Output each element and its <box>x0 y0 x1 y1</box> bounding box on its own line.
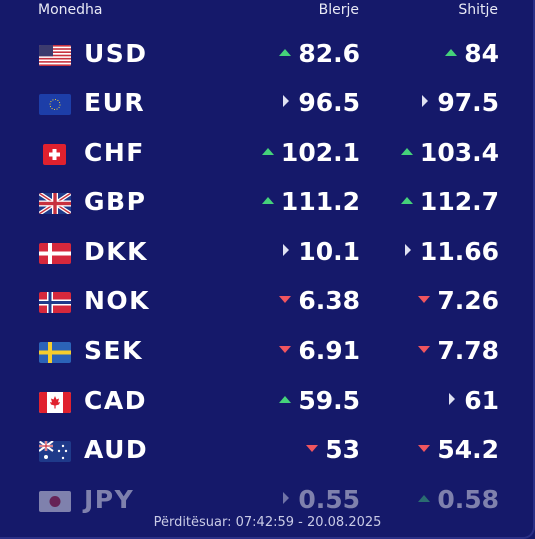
au-flag-icon <box>39 441 71 462</box>
trend-up-icon <box>261 147 274 155</box>
buy-rate: 6.38 <box>279 286 360 315</box>
buy-rate: 59.5 <box>279 386 360 415</box>
currency-code: DKK <box>84 237 148 266</box>
currency-code: USD <box>84 39 148 68</box>
currency-code: SEK <box>84 336 143 365</box>
currency-code: AUD <box>84 435 149 464</box>
sell-rate: 61 <box>449 386 499 415</box>
gb-flag-icon <box>39 193 71 214</box>
trend-same-icon <box>449 393 456 405</box>
rate-row-cad: CAD 59.5 61 <box>0 378 533 428</box>
trend-down-icon <box>306 444 319 452</box>
header-currency: Monedha <box>38 2 103 18</box>
se-flag-icon <box>39 342 71 363</box>
trend-same-icon <box>283 95 290 107</box>
rate-row-nok: NOK 6.38 7.26 <box>0 278 533 328</box>
rate-row-dkk: DKK 10.1 11.66 <box>0 229 533 279</box>
currency-code: CAD <box>84 386 147 415</box>
sell-rate: 54.2 <box>418 435 499 464</box>
sell-rate: 84 <box>445 39 499 68</box>
buy-rate: 10.1 <box>283 237 360 266</box>
buy-rate: 53 <box>306 435 360 464</box>
table-header: Monedha Blerje Shitje <box>0 0 533 24</box>
buy-rate: 82.6 <box>279 39 360 68</box>
rate-row-jpy: JPY 0.55 0.58 <box>0 477 533 527</box>
trend-up-icon <box>261 196 274 204</box>
sell-rate: 0.58 <box>418 485 499 514</box>
buy-rate: 111.2 <box>261 187 360 216</box>
currency-code: NOK <box>84 286 151 315</box>
ca-flag-icon <box>39 392 71 413</box>
sell-rate: 103.4 <box>400 138 499 167</box>
buy-rate: 102.1 <box>261 138 360 167</box>
trend-same-icon <box>422 95 429 107</box>
buy-rate: 96.5 <box>283 88 360 117</box>
no-flag-icon <box>39 292 71 313</box>
trend-up-icon <box>445 48 458 56</box>
currency-code: GBP <box>84 187 147 216</box>
header-buy: Blerje <box>318 2 359 18</box>
rate-row-usd: USD 82.6 84 <box>0 31 533 81</box>
trend-down-icon <box>418 345 431 353</box>
ch-flag-icon <box>43 144 66 165</box>
trend-down-icon <box>418 444 431 452</box>
sell-rate: 112.7 <box>400 187 499 216</box>
trend-down-icon <box>418 295 431 303</box>
dk-flag-icon <box>39 243 71 264</box>
currency-code: CHF <box>84 138 145 167</box>
trend-same-icon <box>404 244 411 256</box>
currency-code: JPY <box>84 485 135 514</box>
trend-up-icon <box>418 494 431 502</box>
sell-rate: 7.78 <box>418 336 499 365</box>
last-updated-text: Përditësuar: 07:42:59 - 20.08.2025 <box>153 515 382 530</box>
sell-rate: 7.26 <box>418 286 499 315</box>
us-flag-icon <box>39 45 71 66</box>
trend-up-icon <box>400 196 413 204</box>
trend-same-icon <box>283 244 290 256</box>
rate-row-chf: CHF 102.1 103.4 <box>0 130 533 180</box>
trend-same-icon <box>283 492 290 504</box>
buy-rate: 6.91 <box>279 336 360 365</box>
sell-rate: 11.66 <box>404 237 499 266</box>
currency-code: EUR <box>84 88 146 117</box>
rate-row-gbp: GBP 111.2 112.7 <box>0 179 533 229</box>
eu-flag-icon <box>39 94 71 115</box>
trend-down-icon <box>279 295 292 303</box>
trend-up-icon <box>279 48 292 56</box>
trend-down-icon <box>279 345 292 353</box>
trend-up-icon <box>400 147 413 155</box>
rate-row-eur: EUR 96.5 97.5 <box>0 80 533 130</box>
sell-rate: 97.5 <box>422 88 499 117</box>
buy-rate: 0.55 <box>283 485 360 514</box>
header-sell: Shitje <box>458 2 498 18</box>
trend-up-icon <box>279 395 292 403</box>
jp-flag-icon <box>39 491 71 512</box>
rate-row-sek: SEK 6.91 7.78 <box>0 328 533 378</box>
rate-row-aud: AUD 53 54.2 <box>0 427 533 477</box>
